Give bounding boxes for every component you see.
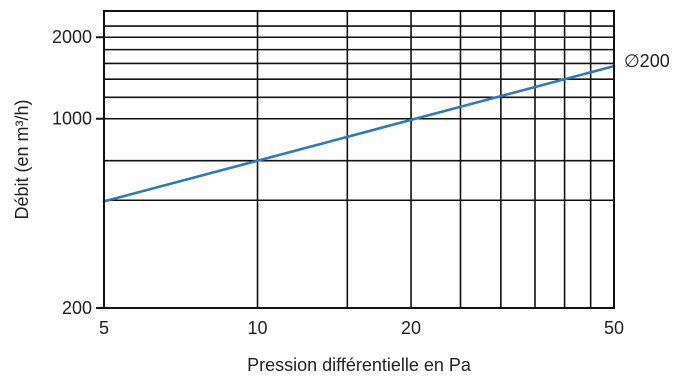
series-layer <box>102 64 616 203</box>
grid <box>104 11 614 308</box>
x-axis-ticks: 5 10 20 50 <box>99 318 624 338</box>
x-tick-label: 5 <box>99 318 109 338</box>
series-label: ∅200 <box>624 51 670 71</box>
x-tick-label: 20 <box>401 318 421 338</box>
y-axis-ticks: 200 1000 2000 <box>52 27 104 318</box>
x-tick-label: 50 <box>604 318 624 338</box>
series-line <box>102 64 616 203</box>
y-axis-title: Débit (en m³/h) <box>12 99 32 219</box>
y-tick-label: 2000 <box>52 27 92 47</box>
plot-frame <box>103 10 615 309</box>
x-tick-label: 10 <box>248 318 268 338</box>
x-axis-title: Pression différentielle en Pa <box>247 355 472 375</box>
y-tick-label: 200 <box>62 298 92 318</box>
y-tick-label: 1000 <box>52 109 92 129</box>
